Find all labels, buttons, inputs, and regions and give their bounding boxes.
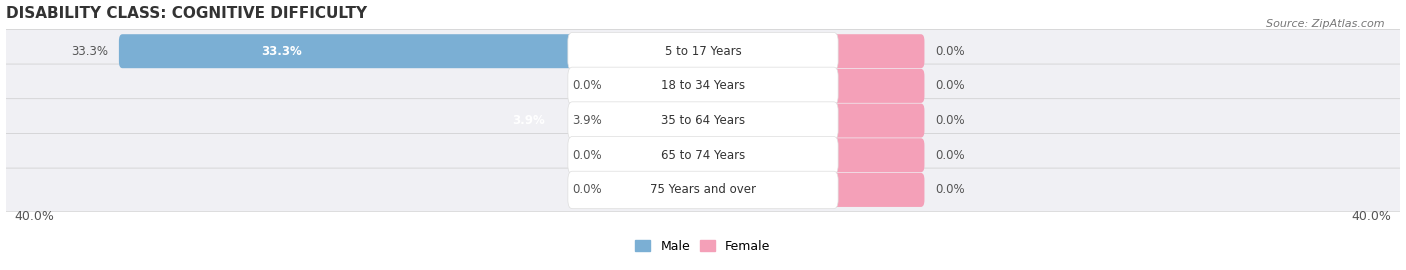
FancyBboxPatch shape <box>572 173 616 207</box>
Text: 65 to 74 Years: 65 to 74 Years <box>661 149 745 162</box>
FancyBboxPatch shape <box>831 69 924 103</box>
FancyBboxPatch shape <box>572 69 616 103</box>
FancyBboxPatch shape <box>0 29 1406 73</box>
Legend: Male, Female: Male, Female <box>630 235 776 258</box>
FancyBboxPatch shape <box>831 104 924 138</box>
FancyBboxPatch shape <box>572 138 616 172</box>
Text: 35 to 64 Years: 35 to 64 Years <box>661 114 745 127</box>
FancyBboxPatch shape <box>572 104 616 138</box>
Text: 75 Years and over: 75 Years and over <box>650 183 756 197</box>
Text: 0.0%: 0.0% <box>935 183 965 197</box>
Text: 0.0%: 0.0% <box>935 114 965 127</box>
Text: DISABILITY CLASS: COGNITIVE DIFFICULTY: DISABILITY CLASS: COGNITIVE DIFFICULTY <box>6 6 367 21</box>
Text: 0.0%: 0.0% <box>935 79 965 92</box>
Text: 33.3%: 33.3% <box>262 45 302 58</box>
Text: 0.0%: 0.0% <box>572 183 602 197</box>
FancyBboxPatch shape <box>568 67 838 104</box>
Text: 3.9%: 3.9% <box>572 114 602 127</box>
Text: 0.0%: 0.0% <box>572 79 602 92</box>
Text: 0.0%: 0.0% <box>935 149 965 162</box>
FancyBboxPatch shape <box>0 64 1406 108</box>
Text: 33.3%: 33.3% <box>72 45 108 58</box>
Text: 0.0%: 0.0% <box>935 45 965 58</box>
Text: Source: ZipAtlas.com: Source: ZipAtlas.com <box>1267 19 1385 29</box>
FancyBboxPatch shape <box>0 133 1406 177</box>
Text: 3.9%: 3.9% <box>512 114 546 127</box>
FancyBboxPatch shape <box>568 171 838 209</box>
Text: 5 to 17 Years: 5 to 17 Years <box>665 45 741 58</box>
Text: 40.0%: 40.0% <box>14 210 55 223</box>
FancyBboxPatch shape <box>0 168 1406 212</box>
FancyBboxPatch shape <box>568 32 838 70</box>
FancyBboxPatch shape <box>568 137 838 174</box>
Text: 0.0%: 0.0% <box>572 149 602 162</box>
FancyBboxPatch shape <box>120 34 575 68</box>
FancyBboxPatch shape <box>0 99 1406 142</box>
FancyBboxPatch shape <box>831 34 924 68</box>
FancyBboxPatch shape <box>831 173 924 207</box>
Text: 18 to 34 Years: 18 to 34 Years <box>661 79 745 92</box>
FancyBboxPatch shape <box>568 102 838 139</box>
FancyBboxPatch shape <box>831 138 924 172</box>
Text: 40.0%: 40.0% <box>1351 210 1392 223</box>
